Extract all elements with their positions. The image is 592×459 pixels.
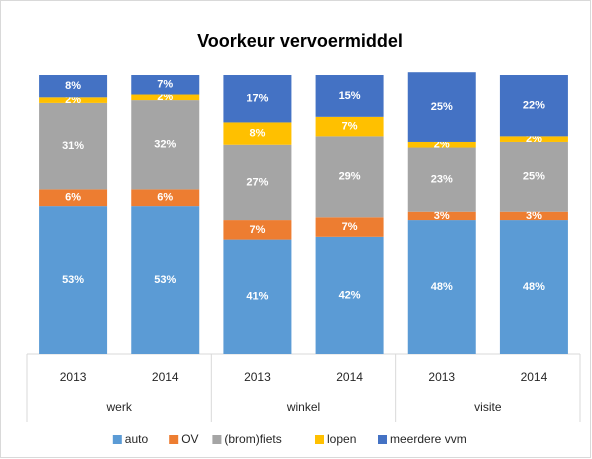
- bar-segment: [499, 220, 568, 354]
- bar-segment: [315, 217, 384, 237]
- data-label: 8%: [249, 127, 265, 139]
- data-label: 7%: [342, 121, 358, 133]
- bar-segment: [223, 220, 292, 240]
- data-label: 3%: [434, 210, 450, 222]
- bar-segment: [39, 189, 108, 207]
- data-label: 7%: [249, 224, 265, 236]
- bar-segment: [131, 189, 200, 207]
- bar-segment: [407, 211, 476, 221]
- data-label: 22%: [523, 100, 545, 112]
- x-tick-label: 2014: [521, 370, 548, 384]
- legend-label: (brom)fiets: [224, 432, 281, 446]
- data-label: 41%: [246, 291, 268, 303]
- bar-segment: [407, 72, 476, 142]
- data-label: 7%: [342, 221, 358, 233]
- data-label: 53%: [154, 274, 176, 286]
- group-label: werk: [105, 400, 132, 414]
- chart-title: Voorkeur vervoermiddel: [197, 31, 403, 51]
- legend-label: auto: [125, 432, 149, 446]
- bar-segment: [131, 206, 200, 354]
- bar-segment: [39, 97, 108, 103]
- bar-segment: [499, 211, 568, 221]
- data-label: 7%: [157, 79, 173, 91]
- legend-label: lopen: [327, 432, 356, 446]
- data-label: 15%: [339, 90, 361, 102]
- bar-segment: [315, 236, 384, 354]
- data-label: 27%: [246, 176, 268, 188]
- x-tick-label: 2013: [428, 370, 455, 384]
- data-label: 48%: [523, 281, 545, 293]
- group-label: winkel: [286, 400, 320, 414]
- bar-segment: [223, 122, 292, 145]
- bar-segment: [315, 116, 384, 137]
- data-label: 8%: [65, 80, 81, 92]
- data-label: 23%: [431, 174, 453, 186]
- bar-segment: [223, 144, 292, 221]
- legend-swatch: [378, 435, 387, 444]
- data-label: 3%: [526, 210, 542, 222]
- x-tick-label: 2013: [244, 370, 271, 384]
- bar-segment: [407, 147, 476, 212]
- legend-swatch: [212, 435, 222, 444]
- group-label: visite: [474, 400, 502, 414]
- legend-swatch: [169, 435, 179, 444]
- bar-segment: [39, 102, 108, 190]
- bar-segment: [39, 75, 108, 98]
- bar-segment: [499, 141, 568, 212]
- bar-segment: [131, 75, 200, 95]
- x-tick-label: 2014: [152, 370, 179, 384]
- legend-label: meerdere vvm: [390, 432, 467, 446]
- bar-segment: [223, 75, 292, 123]
- data-label: 42%: [339, 289, 361, 301]
- bar-segment: [131, 100, 200, 190]
- bar-segment: [223, 239, 292, 354]
- data-label: 25%: [431, 101, 453, 113]
- bar-segment: [315, 136, 384, 218]
- data-label: 32%: [154, 139, 176, 151]
- x-tick-label: 2013: [60, 370, 87, 384]
- legend-swatch: [112, 435, 122, 444]
- bar-segment: [315, 75, 384, 117]
- data-label: 53%: [62, 274, 84, 286]
- bar-segment: [499, 75, 568, 137]
- bar-segment: [131, 94, 200, 101]
- bar-segment: [407, 220, 476, 354]
- legend-label: OV: [181, 432, 198, 446]
- data-label: 29%: [339, 171, 361, 183]
- data-label: 25%: [523, 171, 545, 183]
- bar-segment: [499, 136, 568, 142]
- data-label: 17%: [246, 93, 268, 105]
- data-label: 31%: [62, 140, 84, 152]
- data-label: 48%: [431, 281, 453, 293]
- data-label: 6%: [65, 192, 81, 204]
- legend-swatch: [315, 435, 324, 444]
- bar-segment: [407, 141, 476, 148]
- bar-segment: [39, 206, 108, 354]
- x-tick-label: 2014: [336, 370, 363, 384]
- data-label: 6%: [157, 192, 173, 204]
